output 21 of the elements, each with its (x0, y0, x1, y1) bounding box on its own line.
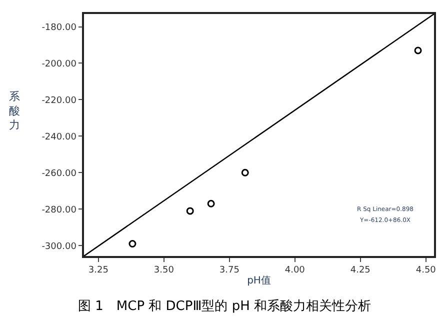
y-tick-label: -220.00 (42, 96, 77, 106)
y-tick-label: -300.00 (42, 242, 77, 252)
x-tick-label: 4.50 (416, 266, 436, 276)
point (414, 46, 422, 54)
point (186, 207, 194, 215)
point (207, 200, 215, 208)
x-tick-label: 4.25 (350, 266, 370, 276)
x-tick-label: 3.75 (219, 266, 240, 276)
point (128, 240, 136, 248)
x-axis-title: pH值 (247, 276, 271, 287)
y-tick-label: -200.00 (42, 59, 77, 70)
y-tick-label: -180.00 (42, 22, 77, 33)
y-tick-label: -260.00 (42, 168, 77, 179)
x-tick-label: 4.00 (284, 266, 306, 276)
y-tick-label: -240.00 (42, 132, 77, 142)
x-tick-label: 3.25 (88, 266, 108, 276)
text: 图 1 MCP 和 DCPⅢ型的 pH 和系酸力相关性分析 (78, 299, 371, 314)
y-tick-label: -280.00 (42, 205, 77, 216)
y-axis-title: 系酸力 (9, 90, 20, 132)
point (241, 168, 249, 176)
x-tick-label: 3.50 (154, 266, 174, 276)
